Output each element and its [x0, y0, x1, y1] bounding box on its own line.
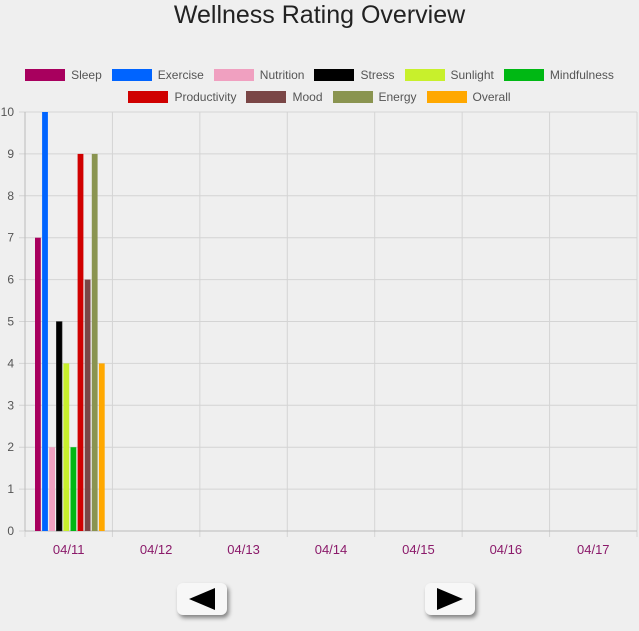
legend-swatch — [213, 69, 254, 81]
legend-label: Sleep — [71, 68, 102, 82]
bar-stress-0[interactable] — [56, 321, 63, 532]
legend-label: Energy — [378, 90, 417, 104]
legend-item-overall[interactable]: Overall — [426, 90, 511, 104]
y-tick-label: 7 — [7, 231, 14, 245]
legend-swatch — [25, 69, 66, 81]
x-tick-label: 04/16 — [490, 542, 523, 557]
legend-item-mindfulness[interactable]: Mindfulness — [503, 68, 614, 82]
legend-label: Mood — [292, 90, 323, 104]
legend-item-exercise[interactable]: Exercise — [111, 68, 204, 82]
bar-sunlight-0[interactable] — [63, 363, 70, 531]
left-arrow-icon — [189, 588, 215, 610]
legend-label: Mindfulness — [549, 68, 614, 82]
legend-swatch — [246, 91, 287, 103]
legend-swatch — [404, 69, 445, 81]
x-tick-label: 04/17 — [577, 542, 610, 557]
legend-label: Exercise — [157, 68, 204, 82]
legend-item-stress[interactable]: Stress — [314, 68, 395, 82]
legend-swatch — [314, 69, 355, 81]
next-button[interactable] — [425, 583, 475, 615]
legend-swatch — [503, 69, 544, 81]
legend-swatch — [426, 91, 467, 103]
legend-label: Sunlight — [450, 68, 494, 82]
bar-mindfulness-0[interactable] — [70, 447, 77, 531]
y-tick-label: 9 — [7, 147, 14, 161]
prev-button[interactable] — [177, 583, 227, 615]
legend-item-energy[interactable]: Energy — [332, 90, 417, 104]
bar-energy-0[interactable] — [91, 153, 98, 531]
bar-overall-0[interactable] — [98, 363, 105, 531]
legend-label: Stress — [360, 68, 395, 82]
legend-item-sunlight[interactable]: Sunlight — [404, 68, 494, 82]
bar-exercise-0[interactable] — [42, 112, 48, 531]
right-arrow-icon — [437, 588, 463, 610]
legend-label: Productivity — [174, 90, 237, 104]
y-tick-label: 5 — [7, 315, 14, 329]
legend-item-sleep[interactable]: Sleep — [25, 68, 102, 82]
y-tick-label: 6 — [7, 273, 14, 287]
x-tick-label: 04/14 — [315, 542, 348, 557]
legend-item-mood[interactable]: Mood — [246, 90, 323, 104]
legend-swatch — [332, 91, 373, 103]
bar-productivity-0[interactable] — [77, 153, 84, 531]
x-tick-label: 04/11 — [53, 542, 85, 557]
y-tick-label: 4 — [7, 356, 14, 370]
legend-row-1: Sleep Exercise Nutrition Stress Sunlight Mind… — [0, 64, 639, 86]
x-tick-label: 04/12 — [140, 542, 173, 557]
chart-title: Wellness Rating Overview — [173, 1, 466, 29]
legend-label: Overall — [472, 90, 511, 104]
bar-mood-0[interactable] — [84, 279, 91, 531]
bar-sleep-0[interactable] — [35, 237, 41, 531]
chart-plot: 0 1 2 3 4 5 6 7 8 9 10 04/11 04/12 04/13 04/14 04/15 04/… — [1, 105, 638, 557]
legend-item-nutrition[interactable]: Nutrition — [213, 68, 305, 82]
y-tick-label: 3 — [7, 398, 14, 412]
legend-item-productivity[interactable]: Productivity — [128, 90, 236, 104]
x-tick-label: 04/13 — [227, 542, 260, 557]
x-tick-label: 04/15 — [402, 542, 435, 557]
legend-swatch — [128, 91, 169, 103]
legend-label: Nutrition — [259, 68, 305, 82]
y-tick-label: 10 — [1, 105, 15, 119]
y-tick-label: 2 — [7, 440, 14, 454]
bar-nutrition-0[interactable] — [49, 447, 55, 531]
legend-row-2: Productivity Mood Energy Overall — [0, 86, 639, 108]
y-tick-label: 0 — [7, 524, 14, 538]
y-tick-label: 8 — [7, 189, 14, 203]
y-tick-label: 1 — [7, 482, 14, 496]
legend: Sleep Exercise Nutrition Stress Sunlight Mind… — [0, 64, 639, 108]
legend-swatch — [111, 69, 152, 81]
